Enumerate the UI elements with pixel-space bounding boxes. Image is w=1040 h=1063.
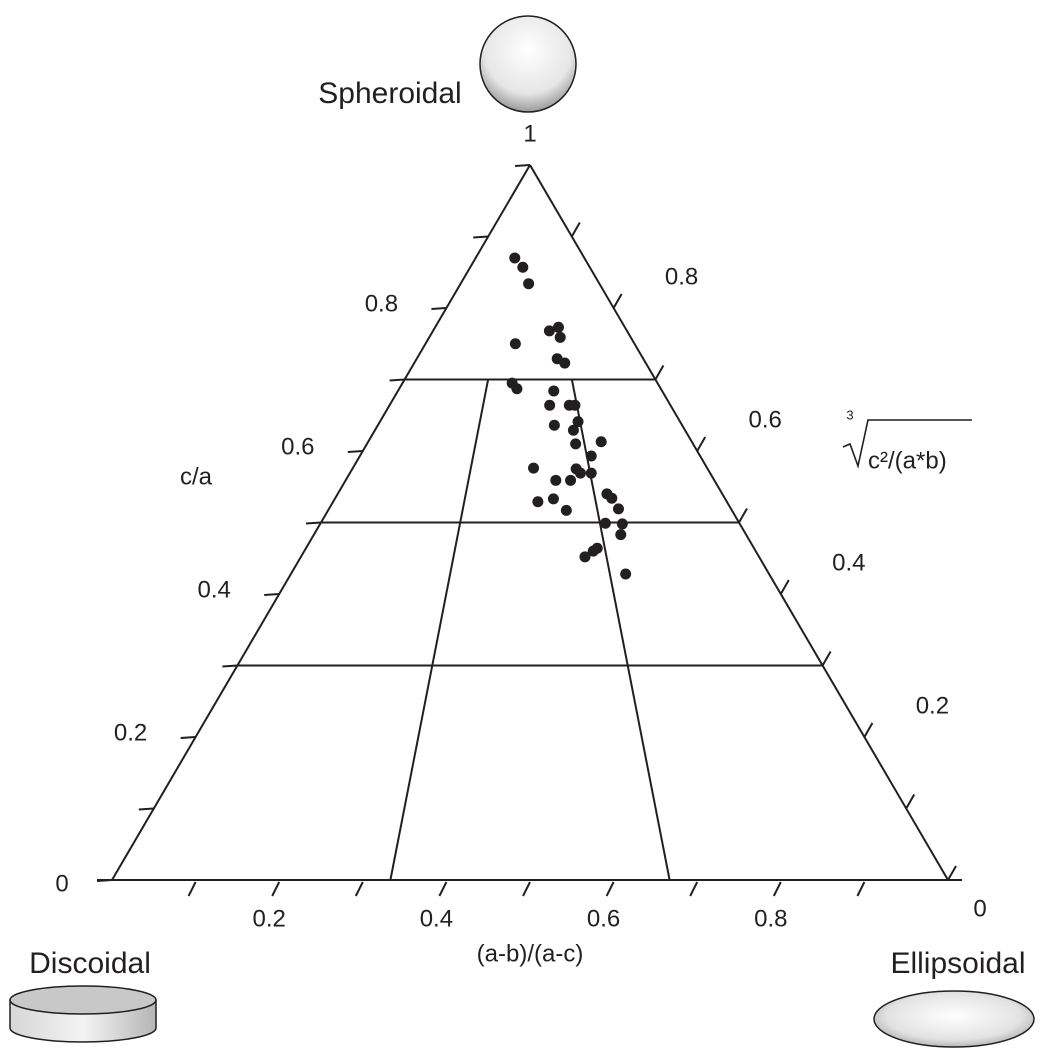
data-point [532,496,543,507]
y-tick [390,380,405,381]
data-point [586,468,597,479]
data-point [511,383,522,394]
y-tick [431,308,446,309]
data-point [570,438,581,449]
x-tick [857,882,864,896]
data-point [565,475,576,486]
x-tick [356,882,363,896]
data-point [559,358,570,369]
y2-tick [823,652,831,666]
data-point [606,493,617,504]
data-point [561,505,572,516]
right-label: Ellipsoidal [890,947,1025,980]
y2-tick-label: 0.8 [665,263,698,290]
ellipsoid-icon [874,991,1034,1047]
y-tick [139,809,154,810]
data-point [550,475,561,486]
data-point [555,332,566,343]
x-tick-label: 0.4 [420,905,453,932]
sphere-icon [480,16,576,112]
x-tick [523,882,530,896]
x-tick-label: 0.8 [754,905,787,932]
y2-tick [781,580,789,594]
data-point [620,568,631,579]
y-tick [181,737,196,738]
data-point [528,463,539,474]
y2-axis-label: c²/(a*b) [868,447,947,474]
y2-tick [697,437,705,451]
y2-tick-label: 0.4 [832,549,865,576]
data-point [544,400,555,411]
y2-tick [948,866,956,880]
y-tick-label: 0.4 [198,576,231,603]
y-tick [306,523,321,524]
x-tick-label: 0.2 [253,905,286,932]
x-tick [690,882,697,896]
y2-axis-label-group: 3 c²/(a*b) [843,407,972,474]
data-point [579,551,590,562]
y-tick [515,165,530,166]
data-point [596,436,607,447]
data-point [569,400,580,411]
y2-tick-label: 0 [973,895,986,922]
data-point [548,385,559,396]
y2-tick [864,723,872,737]
root-index: 3 [846,407,853,422]
y-tick [348,451,363,452]
y2-tick-label: 0.6 [749,406,782,433]
x-axis-label: (a-b)/(a-c) [477,940,584,967]
data-point [553,322,564,333]
disc-icon [10,986,156,1042]
data-point [517,262,528,273]
data-point [586,451,597,462]
chart: Spheroidal Discoidal Ellipsoidal (a-b)/(… [0,0,1040,1063]
x-tick-label: 0.6 [587,905,620,932]
data-point [548,493,559,504]
data-point [575,468,586,479]
data-point [600,518,611,529]
y2-tick-label: 0.2 [916,692,949,719]
data-point [510,338,521,349]
y-tick [264,594,279,595]
y2-tick [655,366,663,380]
x-tick [439,882,446,896]
data-point [615,529,626,540]
apex-label: Spheroidal [318,77,461,110]
y-tick-label: 0.2 [114,719,147,746]
x-tick [189,882,196,896]
left-label: Discoidal [29,947,151,980]
y2-tick [572,223,580,237]
y2-tick [739,509,747,523]
y-tick [97,880,112,881]
x-tick [272,882,279,896]
y2-tick [906,795,914,809]
y-tick-label: 0.6 [281,433,314,460]
data-point [617,518,628,529]
data-point [549,420,560,431]
data-point [568,425,579,436]
y-tick [222,666,237,667]
y-axis-label: c/a [180,463,213,490]
y-tick [473,237,488,238]
data-point [613,503,624,514]
y2-tick [614,294,622,308]
y-tick-label: 1 [523,120,536,147]
class-line [390,380,488,881]
data-point [509,252,520,263]
data-point [523,278,534,289]
y-tick-label: 0 [55,870,68,897]
y-tick-label: 0.8 [365,290,398,317]
x-tick [607,882,614,896]
x-tick [774,882,781,896]
